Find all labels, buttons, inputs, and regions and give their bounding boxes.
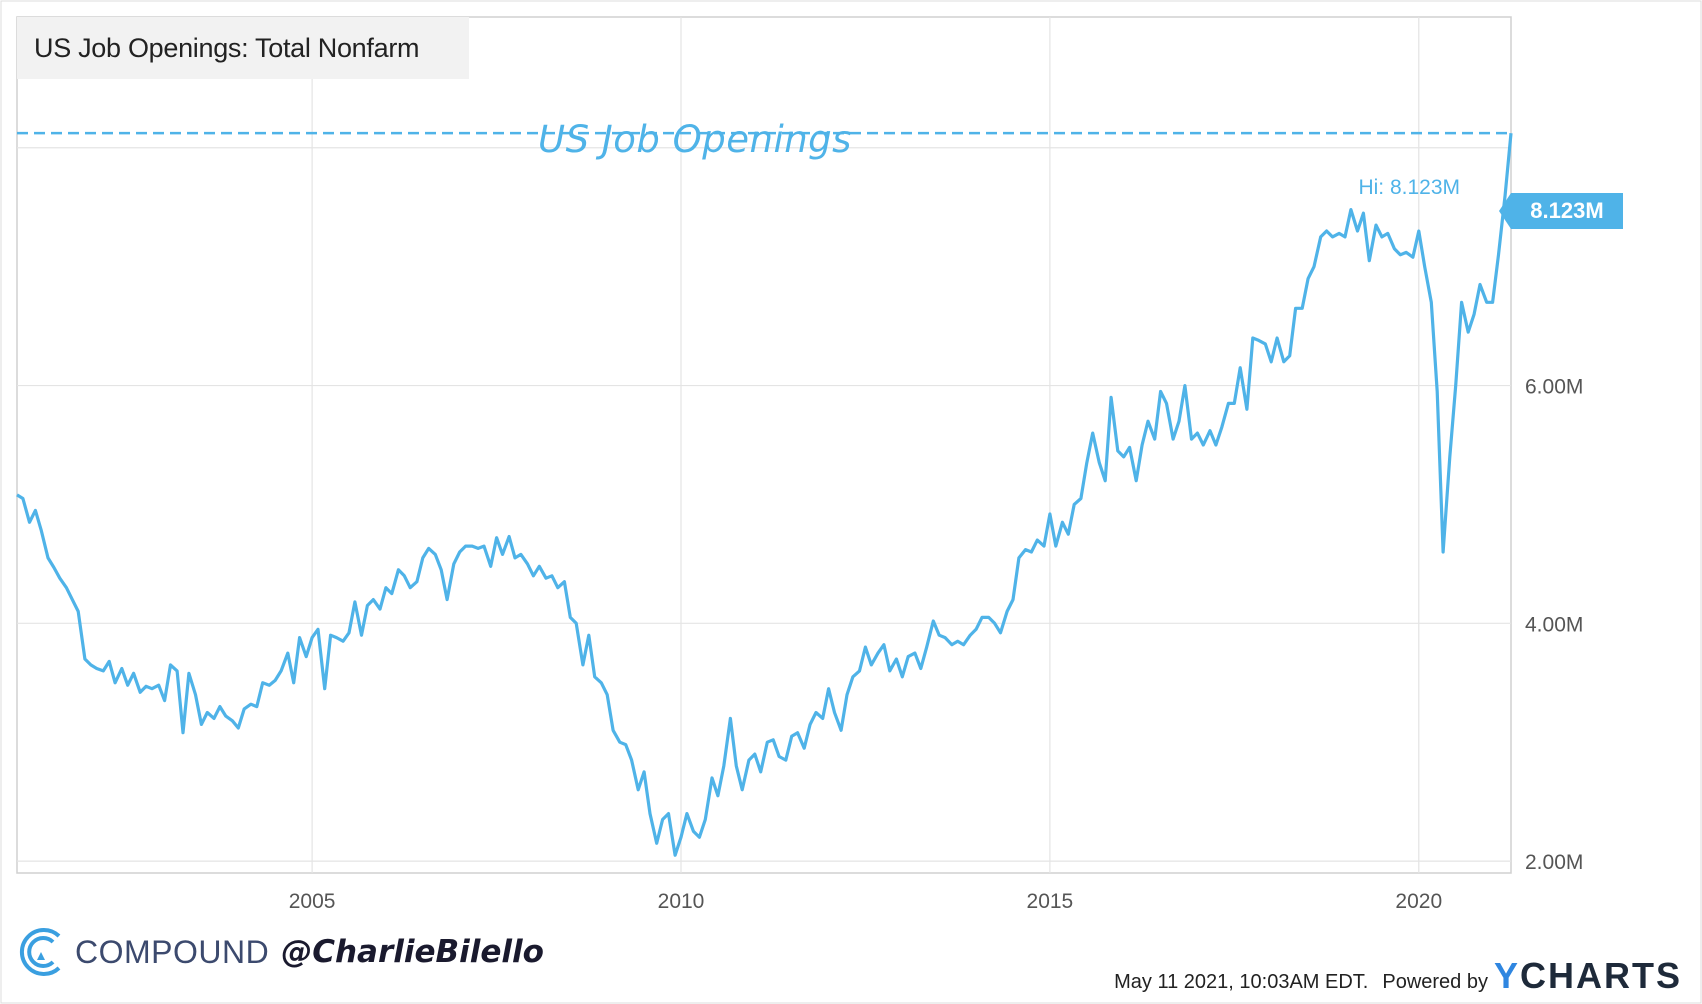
branding: COMPOUND @CharlieBilello (15, 926, 544, 978)
ycharts-logo-rest: CHARTS (1520, 955, 1682, 996)
grid-lines (17, 17, 1511, 873)
plot-area (16, 16, 1512, 874)
x-tick-label: 2005 (289, 890, 336, 913)
chart-annotation: US Job Openings (538, 118, 852, 161)
footer: May 11 2021, 10:03AM EDT. Powered by YCH… (1114, 955, 1682, 997)
y-tick-label: 6.00M (1525, 376, 1583, 399)
series-line (16, 133, 1513, 857)
x-tick-label: 2020 (1395, 890, 1442, 913)
powered-by-text: Powered by (1382, 971, 1488, 993)
chart-title: US Job Openings: Total Nonfarm (34, 32, 420, 63)
y-tick-label: 4.00M (1525, 613, 1583, 636)
axis-ticks: 2005 2010 2015 2020 2.00M 4.00M 6.00M (289, 376, 1584, 913)
x-tick-label: 2010 (658, 890, 705, 913)
current-value-badge: 8.123M (1499, 193, 1623, 229)
brand-handle: @CharlieBilello (281, 934, 544, 970)
chart-title-box: US Job Openings: Total Nonfarm (17, 17, 469, 79)
brand-name: COMPOUND (75, 933, 270, 970)
compound-logo-icon (19, 928, 61, 976)
high-label: Hi: 8.123M (1358, 176, 1460, 199)
y-tick-label: 2.00M (1525, 851, 1583, 874)
ycharts-logo: YCHARTS (1494, 955, 1682, 997)
x-tick-label: 2015 (1027, 890, 1074, 913)
ycharts-logo-y: Y (1493, 955, 1520, 996)
timestamp: May 11 2021, 10:03AM EDT. (1114, 971, 1369, 993)
